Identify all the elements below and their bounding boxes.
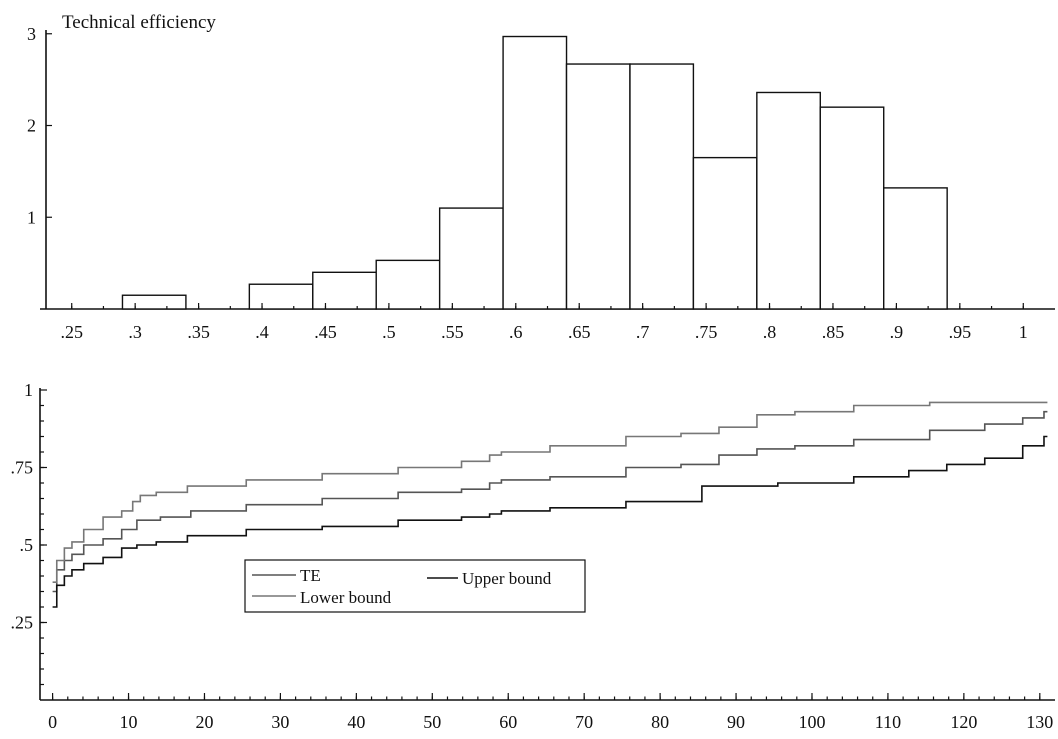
line-y-tick-label: .5 xyxy=(20,535,34,555)
histogram-x-tick-label: .85 xyxy=(822,322,845,342)
histogram-x-tick-label: .45 xyxy=(314,322,337,342)
histogram-x-tick-label: .8 xyxy=(763,322,777,342)
line-chart-x-ticks: 0 10 20 30 40 50 60 70 80 90 100 110 120 130 xyxy=(48,693,1053,732)
histogram-bar-11 xyxy=(883,187,948,310)
histogram-x-tick-label: .55 xyxy=(441,322,464,342)
histogram-bar-3 xyxy=(375,259,441,310)
line-x-tick-label: 30 xyxy=(271,712,289,732)
histogram-y-tick-label: 1 xyxy=(27,207,36,227)
histogram-x-tick-label: .6 xyxy=(509,322,523,342)
histogram-x-tick-label: .95 xyxy=(949,322,972,342)
series-line-upper-bound xyxy=(52,435,1048,608)
histogram-x-tick-label: .9 xyxy=(890,322,904,342)
histogram-x-tick-label: .35 xyxy=(187,322,210,342)
series-line-te xyxy=(52,410,1048,593)
line-x-tick-label: 50 xyxy=(423,712,441,732)
histogram-x-ticks: .25 .3 .35 .4 .45 .5 .55 .6 .65 .7 .75 .8 .85 .9 .95 1 xyxy=(60,303,1028,342)
histogram-bar-2 xyxy=(312,271,377,310)
histogram-bar-1 xyxy=(248,283,314,310)
line-x-tick-label: 90 xyxy=(727,712,745,732)
line-x-tick-label: 60 xyxy=(499,712,517,732)
histogram-bar-6 xyxy=(565,63,631,310)
line-x-tick-label: 80 xyxy=(651,712,669,732)
histogram-y-tick-label: 3 xyxy=(27,24,36,44)
histogram-x-tick-label: .3 xyxy=(128,322,142,342)
line-chart-panel: 0 10 20 30 40 50 60 70 80 90 100 110 120 130 .25 .5 .75… xyxy=(11,380,1055,732)
line-x-tick-label: 10 xyxy=(120,712,138,732)
line-series-group xyxy=(52,401,1048,608)
histogram-title: Technical efficiency xyxy=(62,12,216,33)
histogram-bar-5 xyxy=(502,35,568,310)
line-x-tick-label: 70 xyxy=(575,712,593,732)
histogram-x-tick-label: 1 xyxy=(1019,322,1028,342)
histogram-x-tick-label: .4 xyxy=(255,322,269,342)
legend-box xyxy=(244,559,586,613)
histogram-y-tick-label: 2 xyxy=(27,116,36,136)
histogram-bar-8 xyxy=(692,156,758,310)
line-x-tick-label: 120 xyxy=(950,712,977,732)
histogram-x-tick-label: .25 xyxy=(60,322,83,342)
histogram-x-tick-label: .65 xyxy=(568,322,591,342)
histogram-x-tick-label: .75 xyxy=(695,322,718,342)
line-x-tick-label: 0 xyxy=(48,712,57,732)
series-line-lower-bound xyxy=(52,401,1048,583)
legend-label-te: TE xyxy=(300,566,321,585)
histogram-x-tick-label: .5 xyxy=(382,322,396,342)
histogram-bar-4 xyxy=(438,207,504,310)
histogram-y-ticks: 1 2 3 xyxy=(27,24,52,227)
histogram-x-tick-label: .7 xyxy=(636,322,650,342)
legend-label-lower-bound: Lower bound xyxy=(300,588,392,607)
legend: TE Upper bound Lower bound xyxy=(244,559,586,613)
histogram-bars xyxy=(121,35,948,310)
line-x-tick-label: 40 xyxy=(347,712,365,732)
legend-label-upper-bound: Upper bound xyxy=(462,569,552,588)
line-y-tick-label: .25 xyxy=(11,613,34,633)
line-x-tick-label: 100 xyxy=(798,712,825,732)
histogram-bar-10 xyxy=(819,106,885,310)
line-x-tick-label: 130 xyxy=(1026,712,1053,732)
line-y-tick-label: .75 xyxy=(11,458,34,478)
histogram-bar-7 xyxy=(629,63,695,310)
line-y-tick-label: 1 xyxy=(24,380,33,400)
histogram-panel: Technical efficiency .25 .3 .35 .4 .45 .5 .55.… xyxy=(27,12,1055,342)
line-chart-y-ticks: .25 .5 .75 1 xyxy=(11,380,47,686)
histogram-bar-9 xyxy=(756,91,821,310)
line-x-tick-label: 20 xyxy=(195,712,213,732)
histogram-bar-0 xyxy=(121,294,187,310)
line-x-tick-label: 110 xyxy=(875,712,901,732)
